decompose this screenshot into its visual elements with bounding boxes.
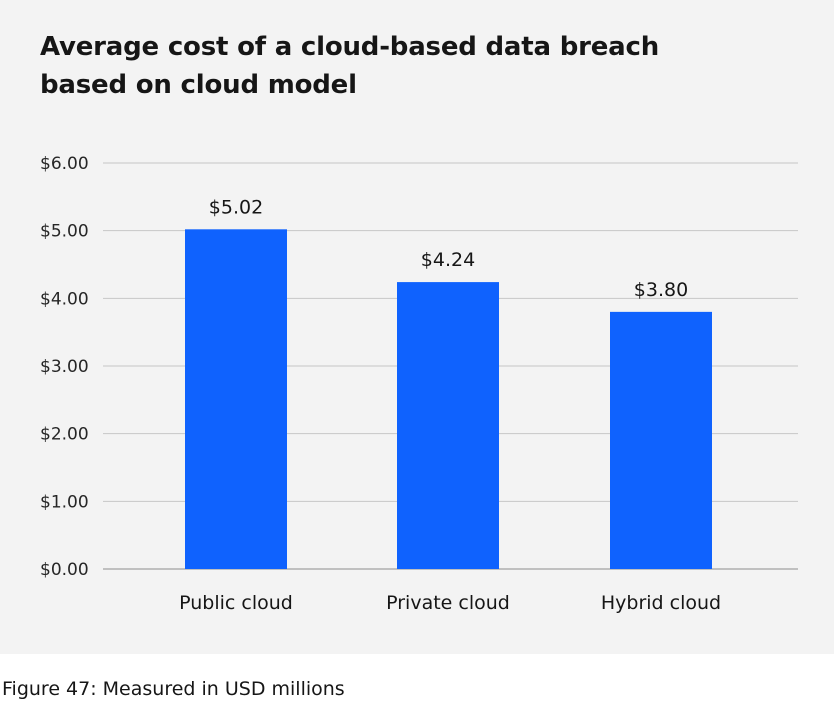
data-label: $3.80 bbox=[634, 279, 688, 301]
y-tick-label: $2.00 bbox=[40, 425, 89, 445]
y-axis-tick-labels: $0.00 $1.00 $2.00 $3.00 $4.00 $5.00 $6.00 bbox=[40, 154, 89, 580]
chart-card: Average cost of a cloud-based data breac… bbox=[0, 0, 834, 654]
data-label: $5.02 bbox=[209, 196, 263, 218]
y-tick-label: $3.00 bbox=[40, 357, 89, 377]
category-label: Public cloud bbox=[179, 592, 293, 614]
y-tick-label: $1.00 bbox=[40, 492, 89, 512]
chart-title: Average cost of a cloud-based data breac… bbox=[40, 32, 660, 100]
data-labels: $5.02 $4.24 $3.80 bbox=[209, 196, 688, 301]
category-label: Hybrid cloud bbox=[601, 592, 721, 614]
bar bbox=[610, 311, 712, 569]
figure-caption: Figure 47: Measured in USD millions bbox=[2, 678, 345, 700]
bar bbox=[397, 282, 499, 569]
data-label: $4.24 bbox=[421, 249, 475, 271]
y-tick-label: $0.00 bbox=[40, 560, 89, 580]
x-axis-category-labels: Public cloud Private cloud Hybrid cloud bbox=[179, 592, 721, 614]
bar bbox=[185, 229, 287, 569]
bars bbox=[185, 229, 712, 569]
y-tick-label: $4.00 bbox=[40, 289, 89, 309]
y-tick-label: $5.00 bbox=[40, 222, 89, 242]
category-label: Private cloud bbox=[386, 592, 510, 614]
y-tick-label: $6.00 bbox=[40, 154, 89, 174]
bar-chart: $0.00 $1.00 $2.00 $3.00 $4.00 $5.00 $6.00 $5.0… bbox=[40, 154, 798, 614]
